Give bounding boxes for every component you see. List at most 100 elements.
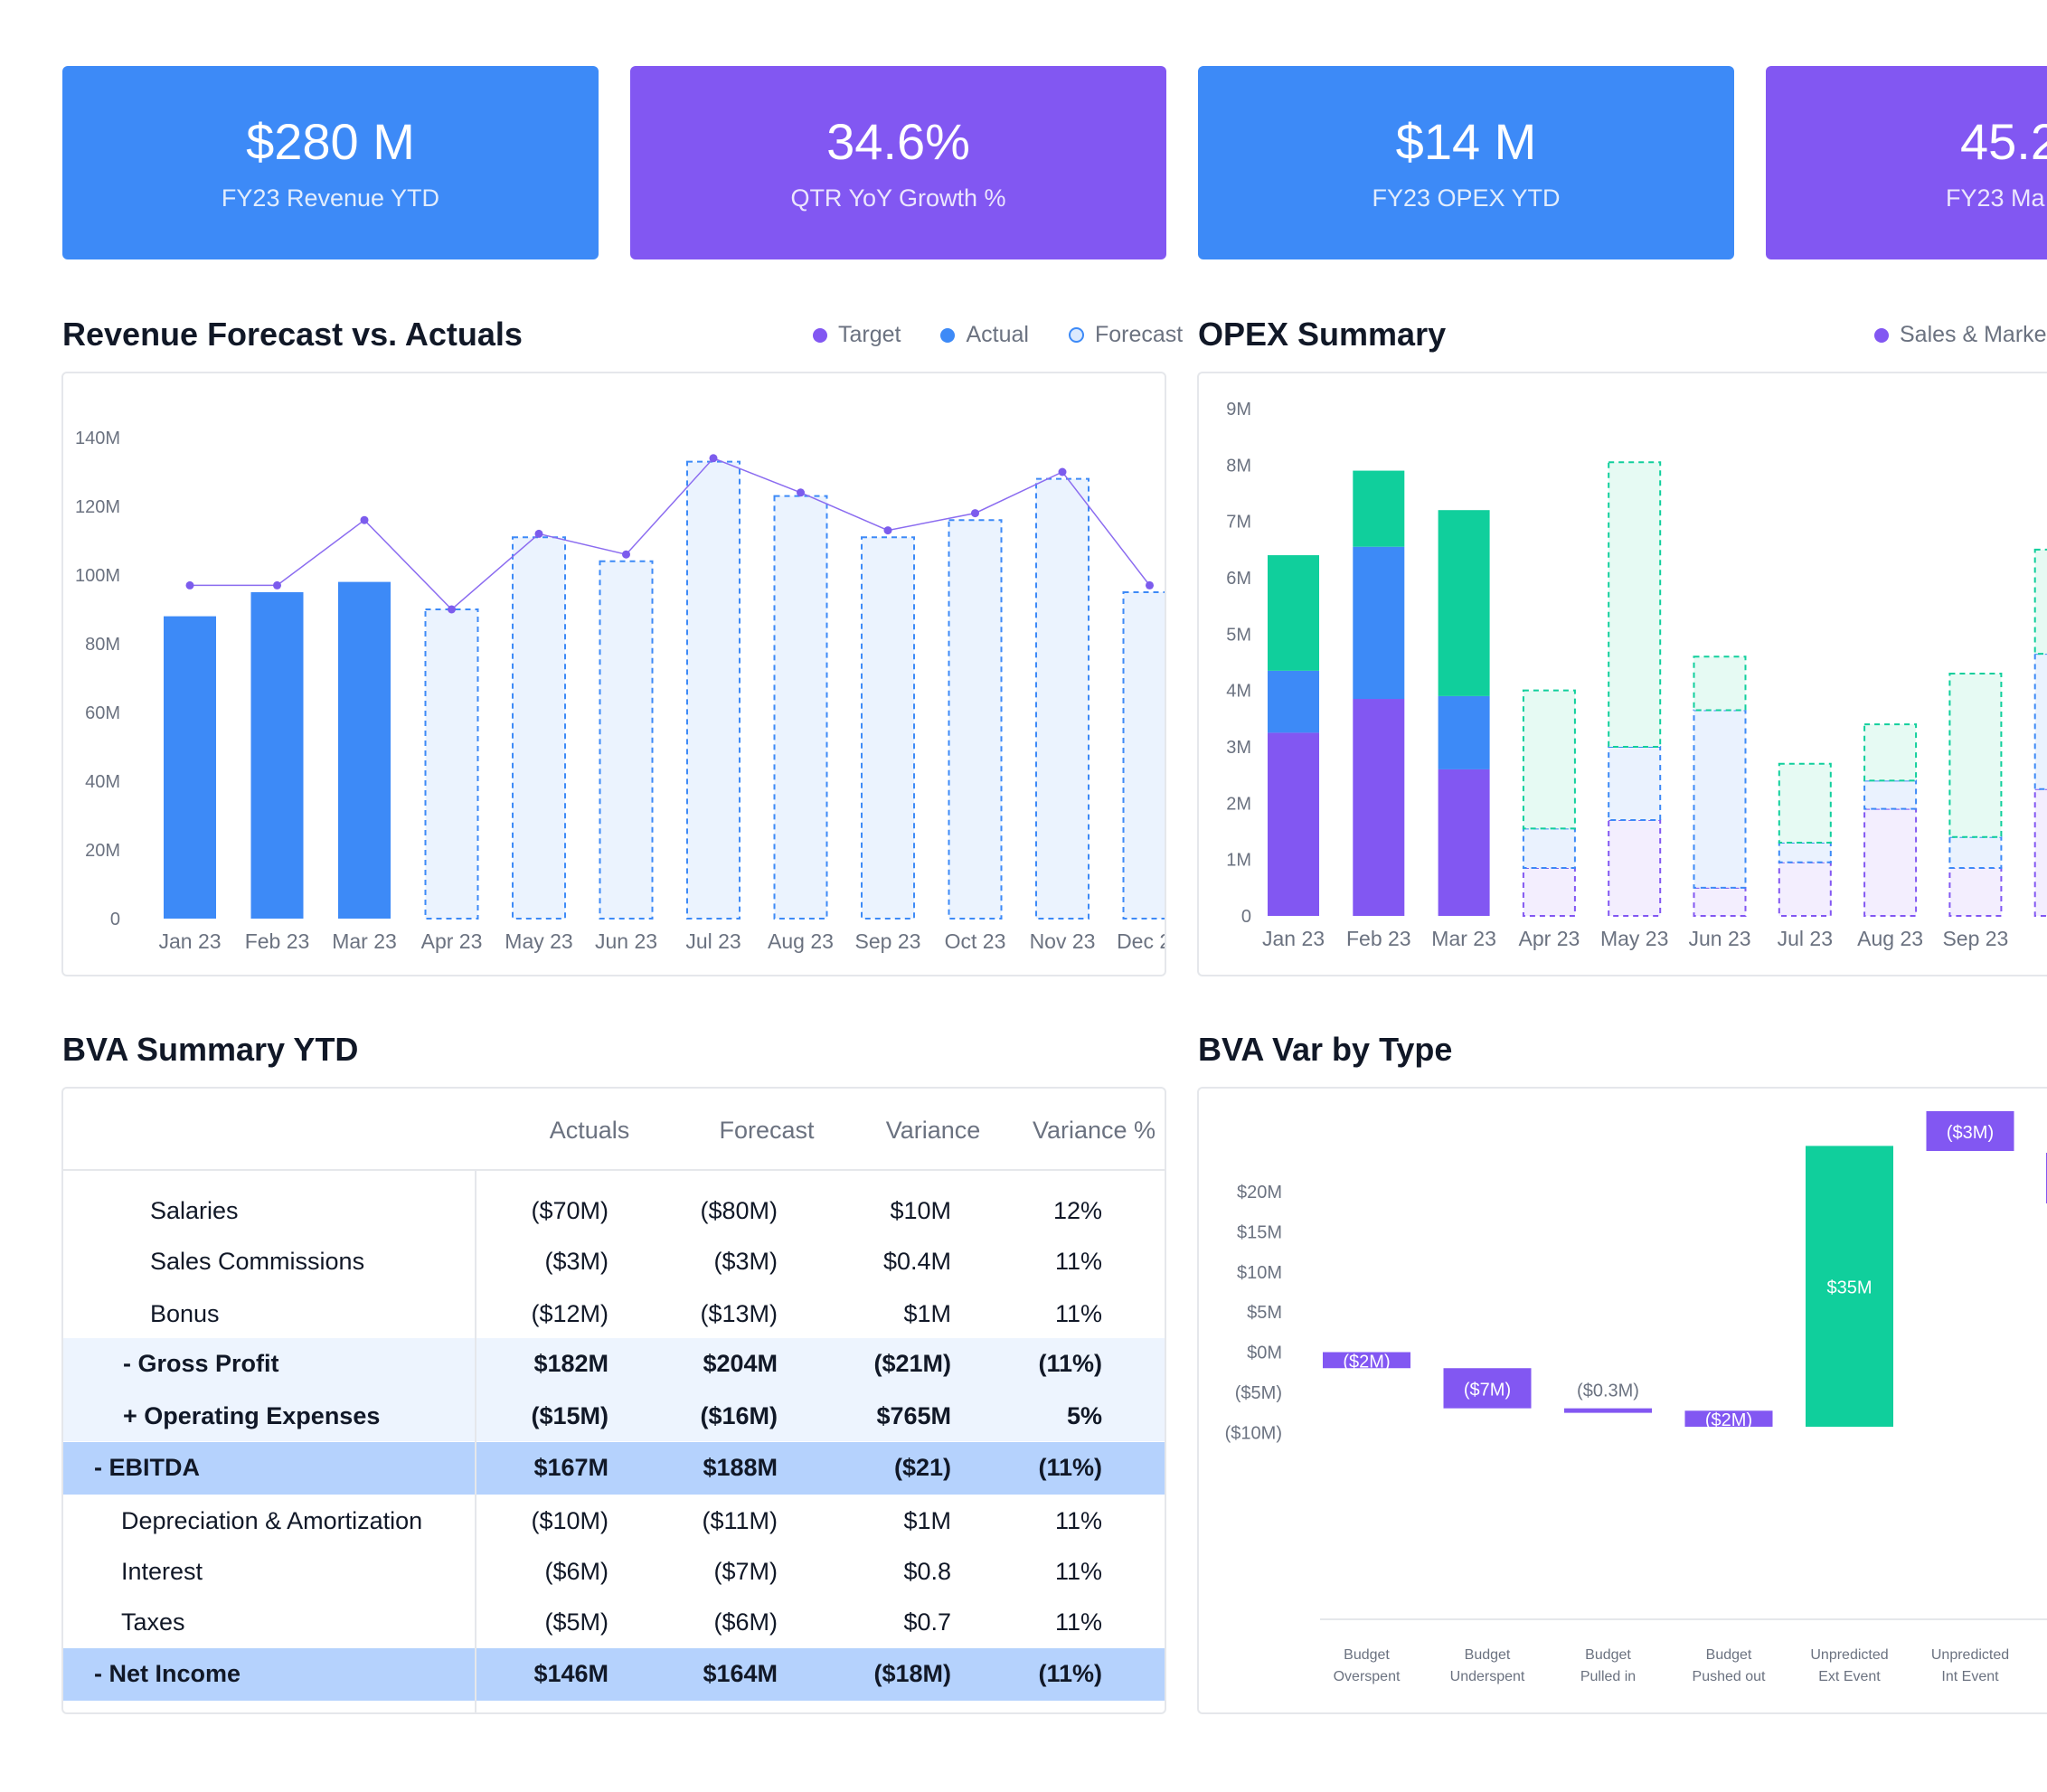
table-cell: $167M [533, 1454, 608, 1481]
legend-label: Target [838, 322, 901, 347]
x-tick-label: Int Event [1941, 1669, 1999, 1684]
forecast-bar[interactable] [861, 536, 915, 920]
revenue-legend: Target Actual Forecast [813, 322, 1183, 348]
opex-forecast-segment[interactable] [1608, 746, 1662, 822]
bar-value-label: ($2M) [1705, 1410, 1752, 1430]
opex-forecast-segment[interactable] [1522, 867, 1576, 917]
forecast-bar[interactable] [512, 536, 566, 920]
opex-forecast-segment[interactable] [2033, 548, 2047, 655]
y-tick-label: 6M [1226, 569, 1251, 589]
waterfall-bar[interactable] [1443, 1368, 1532, 1409]
forecast-bar[interactable] [1035, 477, 1090, 920]
table-cell: $765M [876, 1402, 951, 1429]
row-label: Bonus [150, 1300, 220, 1327]
waterfall-bar[interactable] [1684, 1410, 1773, 1428]
opex-actual-segment[interactable] [1268, 555, 1319, 671]
target-point[interactable] [360, 515, 369, 524]
opex-forecast-segment[interactable] [1693, 655, 1747, 712]
opex-actual-segment[interactable] [1438, 510, 1490, 696]
table-row[interactable] [63, 1648, 1165, 1701]
actual-bar[interactable] [250, 592, 304, 919]
opex-forecast-segment[interactable] [1778, 762, 1832, 844]
column-header-actuals[interactable]: Actuals [549, 1117, 630, 1144]
kpi-card-growth[interactable]: 34.6% QTR YoY Growth % [630, 66, 1166, 259]
row-label: + Operating Expenses [123, 1402, 381, 1429]
waterfall-bar[interactable] [1323, 1352, 1410, 1369]
opex-actual-segment[interactable] [1268, 732, 1319, 916]
target-point[interactable] [622, 550, 630, 559]
column-header-forecast[interactable]: Forecast [719, 1117, 815, 1144]
table-cell: 11% [1054, 1507, 1102, 1534]
target-point[interactable] [709, 454, 718, 463]
opex-forecast-segment[interactable] [1693, 709, 1747, 889]
row-label: Depreciation & Amortization [121, 1507, 423, 1534]
forecast-bar[interactable] [599, 560, 654, 920]
x-tick-label: Budget [1465, 1647, 1511, 1663]
table-row[interactable] [63, 1442, 1165, 1495]
opex-forecast-segment[interactable] [1778, 841, 1832, 863]
opex-legend: Sales & Marke [1874, 322, 2047, 348]
opex-actual-segment[interactable] [1438, 695, 1490, 769]
opex-forecast-segment[interactable] [1948, 672, 2003, 838]
target-point[interactable] [534, 529, 543, 538]
opex-forecast-segment[interactable] [1522, 689, 1576, 830]
opex-forecast-segment[interactable] [1863, 723, 1918, 782]
opex-forecast-segment[interactable] [1608, 819, 1662, 917]
y-tick-label: 5M [1226, 625, 1251, 645]
label-column-divider [475, 1171, 476, 1712]
opex-actual-segment[interactable] [1438, 769, 1490, 916]
opex-forecast-segment[interactable] [1522, 827, 1576, 870]
opex-forecast-segment[interactable] [1948, 867, 2003, 917]
forecast-bar[interactable] [1122, 591, 1167, 920]
table-row[interactable] [63, 1338, 1165, 1441]
target-point[interactable] [1058, 467, 1067, 476]
table-cell: $0.7 [903, 1608, 951, 1636]
legend-item-actual[interactable]: Actual [940, 322, 1029, 348]
actual-bar[interactable] [338, 581, 391, 919]
actual-bar[interactable] [164, 616, 216, 919]
opex-forecast-segment[interactable] [1863, 807, 1918, 918]
opex-forecast-segment[interactable] [1863, 779, 1918, 810]
forecast-bar[interactable] [948, 519, 1003, 920]
forecast-bar[interactable] [686, 460, 741, 920]
kpi-card-opex[interactable]: $14 M FY23 OPEX YTD [1198, 66, 1734, 259]
legend-item-sales-marketing[interactable]: Sales & Marke [1874, 322, 2047, 348]
opex-forecast-segment[interactable] [1948, 835, 2003, 870]
opex-forecast-segment[interactable] [1778, 861, 1832, 917]
target-point[interactable] [883, 526, 892, 535]
table-cell: ($3M) [713, 1248, 778, 1275]
table-cell: ($5M) [544, 1608, 608, 1636]
x-tick-label: Mar 23 [1431, 927, 1496, 950]
target-point[interactable] [448, 605, 456, 614]
opex-forecast-segment[interactable] [1608, 461, 1662, 748]
bva-var-title: BVA Var by Type [1198, 1031, 1453, 1068]
target-point[interactable] [185, 580, 194, 589]
target-point[interactable] [971, 509, 979, 518]
target-point[interactable] [1146, 580, 1154, 589]
forecast-bar[interactable] [773, 495, 828, 920]
y-tick-label: 0 [110, 910, 120, 929]
legend-item-forecast[interactable]: Forecast [1068, 322, 1183, 348]
bar-value-label: ($0.3M) [1577, 1382, 1639, 1401]
column-header-variance-pct[interactable]: Variance % [1032, 1117, 1156, 1144]
opex-actual-segment[interactable] [1353, 470, 1405, 547]
column-header-variance[interactable]: Variance [885, 1117, 981, 1144]
forecast-bar[interactable] [424, 608, 479, 920]
waterfall-bar[interactable] [1806, 1146, 1893, 1428]
opex-actual-segment[interactable] [1353, 546, 1405, 700]
waterfall-bar[interactable] [1564, 1408, 1652, 1413]
kpi-card-revenue[interactable]: $280 M FY23 Revenue YTD [62, 66, 599, 259]
waterfall-bar[interactable] [1926, 1111, 2014, 1151]
bar-value-label: ($2M) [1343, 1352, 1390, 1372]
kpi-card-margin[interactable]: 45.2 FY23 Ma [1766, 66, 2047, 259]
opex-forecast-segment[interactable] [1693, 886, 1747, 917]
opex-actual-segment[interactable] [1353, 699, 1405, 916]
table-cell: ($21) [893, 1454, 951, 1481]
opex-actual-segment[interactable] [1268, 670, 1319, 733]
opex-forecast-segment[interactable] [2033, 788, 2047, 917]
target-point[interactable] [273, 580, 281, 589]
opex-forecast-segment[interactable] [2033, 653, 2047, 790]
target-point[interactable] [797, 488, 805, 497]
y-tick-label: 60M [85, 703, 120, 723]
legend-item-target[interactable]: Target [813, 322, 901, 348]
